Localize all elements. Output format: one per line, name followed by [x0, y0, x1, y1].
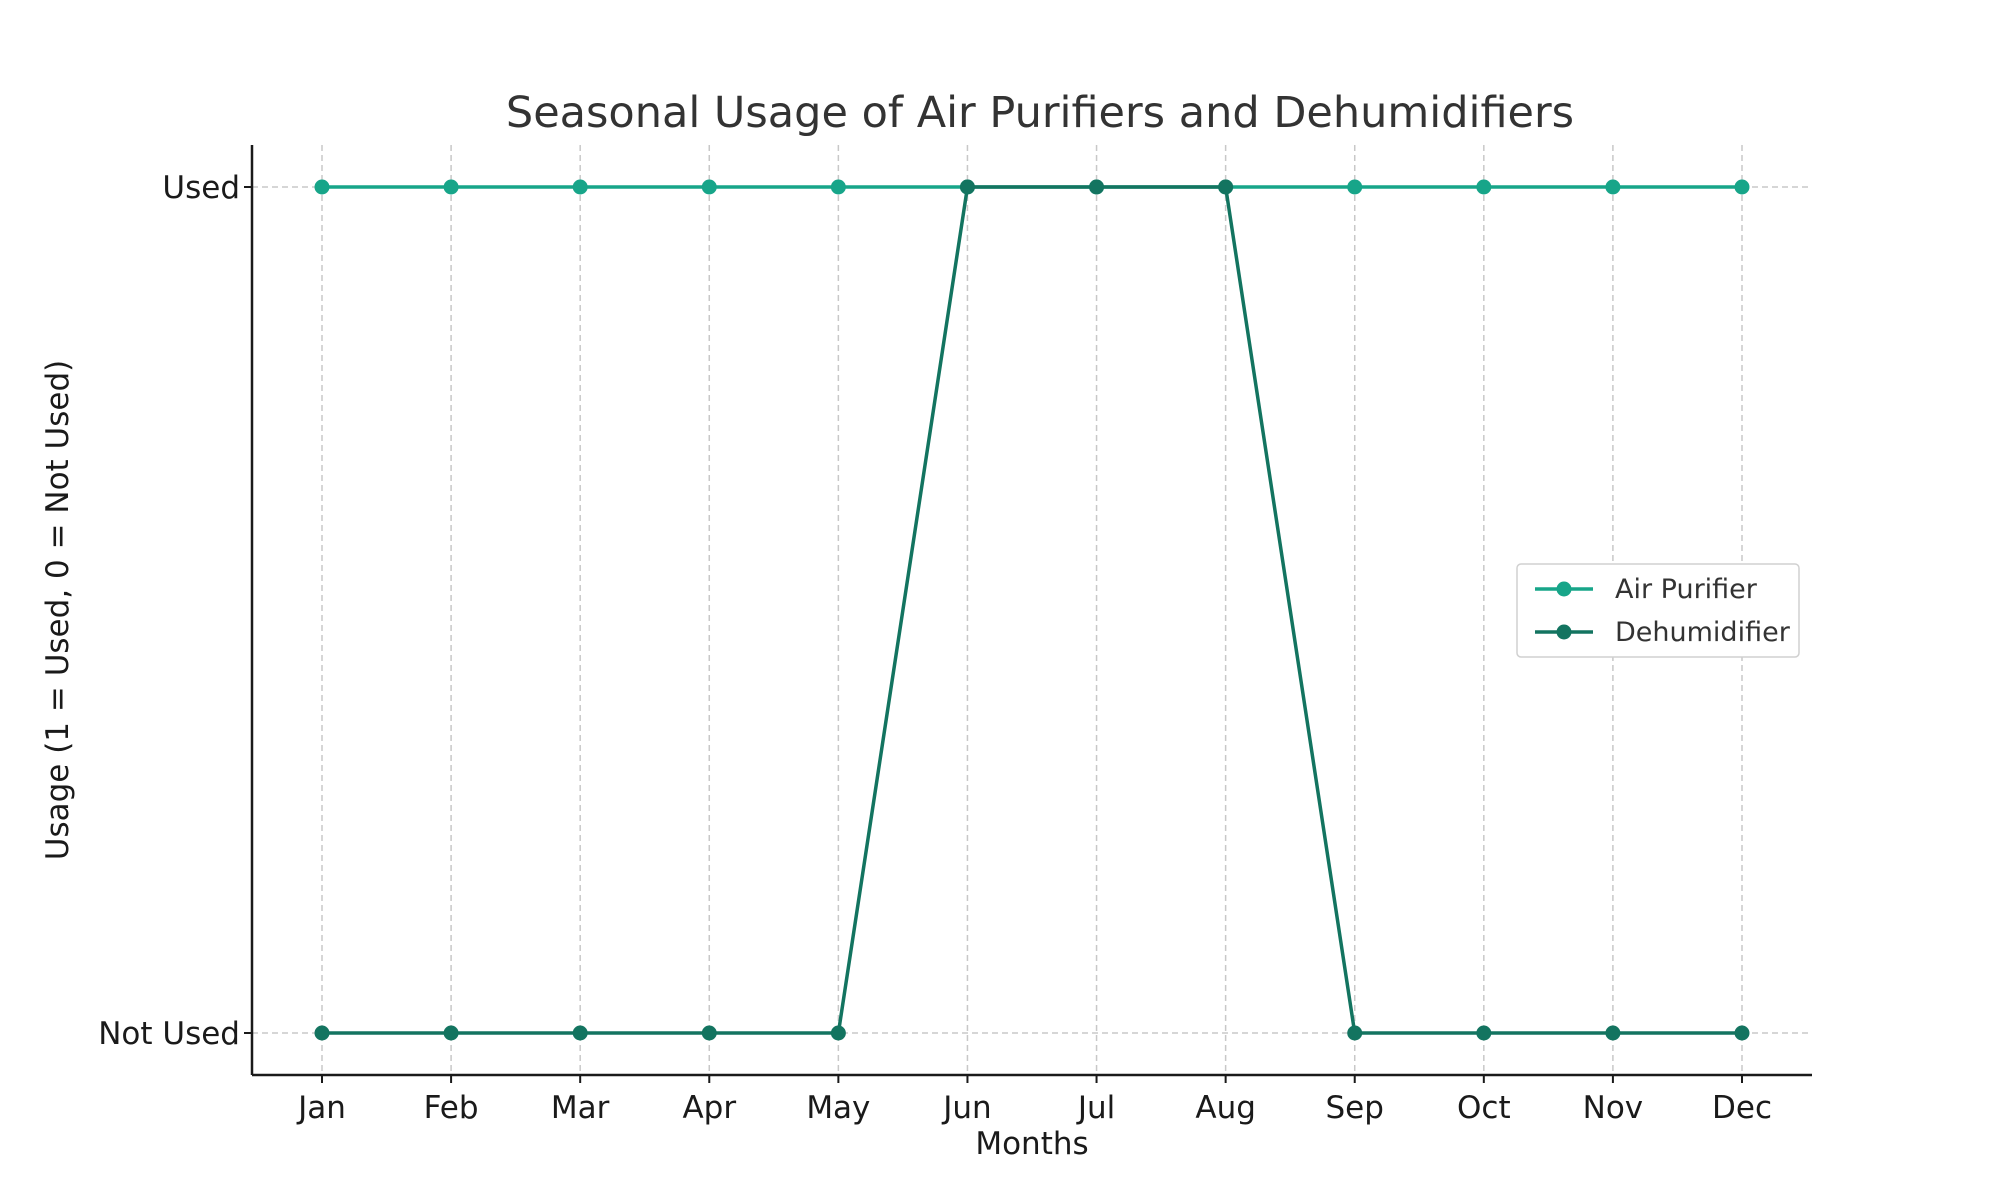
x-tick-label: Feb — [424, 1090, 479, 1126]
legend-swatch-marker — [1556, 581, 1572, 597]
data-point — [1605, 179, 1621, 195]
legend-item: Dehumidifier — [1535, 617, 1791, 648]
x-tick-label: Dec — [1712, 1090, 1772, 1126]
x-tick-label: Oct — [1457, 1090, 1511, 1126]
legend-item: Air Purifier — [1535, 574, 1758, 605]
x-ticks: Jan Feb Mar Apr May Jun Jul Aug Sep Oct Nov Dec — [296, 1075, 1772, 1126]
x-tick-label: Sep — [1326, 1090, 1384, 1126]
data-point — [830, 179, 846, 195]
data-point — [1089, 179, 1105, 195]
x-tick-label: Nov — [1583, 1090, 1644, 1126]
legend-swatch-marker — [1556, 624, 1572, 640]
data-point — [443, 179, 459, 195]
axes — [250, 145, 1812, 1077]
x-axis-title: Months — [975, 1126, 1088, 1162]
data-point — [314, 179, 330, 195]
series-line — [322, 185, 1742, 1035]
data-point — [1347, 179, 1363, 195]
x-tick-label: Jun — [941, 1090, 991, 1126]
x-tick-label: May — [806, 1090, 870, 1126]
legend-label: Air Purifier — [1615, 574, 1758, 605]
data-point — [1605, 1025, 1621, 1041]
series — [314, 179, 1750, 1041]
legend: Air Purifier Dehumidifier — [1516, 563, 1800, 658]
data-point — [701, 1025, 717, 1041]
data-point — [1218, 179, 1234, 195]
series-dehumidifier — [314, 179, 1750, 1041]
x-tick-label: Mar — [551, 1090, 610, 1126]
data-point — [572, 179, 588, 195]
x-tick-label: Jan — [296, 1090, 346, 1126]
data-point — [1347, 1025, 1363, 1041]
data-point — [830, 1025, 846, 1041]
x-tick-label: Jul — [1076, 1090, 1115, 1126]
data-point — [443, 1025, 459, 1041]
y-tick-label: Used — [162, 170, 240, 206]
legend-label: Dehumidifier — [1615, 617, 1791, 648]
chart-title: Seasonal Usage of Air Purifiers and Dehu… — [506, 88, 1574, 138]
data-point — [701, 179, 717, 195]
x-tick-label: Apr — [682, 1090, 736, 1126]
x-tick-label: Aug — [1195, 1090, 1256, 1126]
data-point — [1734, 179, 1750, 195]
data-point — [1734, 1025, 1750, 1041]
data-point — [572, 1025, 588, 1041]
data-point — [1476, 179, 1492, 195]
y-axis-title: Usage (1 = Used, 0 = Not Used) — [40, 360, 76, 861]
y-tick-label: Not Used — [98, 1016, 240, 1052]
y-ticks: Not Used Used — [98, 170, 252, 1052]
data-point — [959, 179, 975, 195]
data-point — [1476, 1025, 1492, 1041]
data-point — [314, 1025, 330, 1041]
